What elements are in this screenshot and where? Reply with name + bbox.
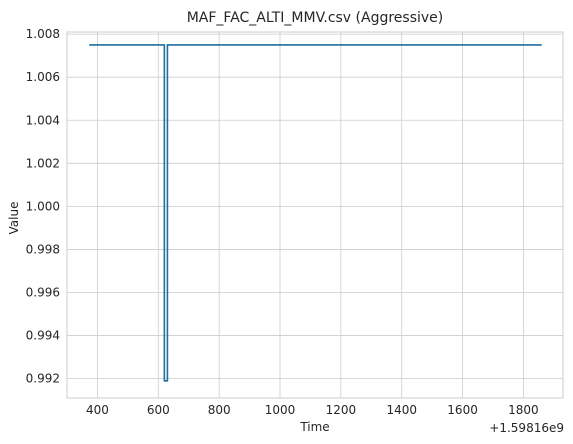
series-line — [89, 44, 542, 382]
x-tick-label: 1400 — [386, 403, 417, 417]
y-tick-label: 0.992 — [26, 372, 60, 386]
y-gridlines — [67, 33, 563, 380]
chart-title: MAF_FAC_ALTI_MMV.csv (Aggressive) — [187, 10, 444, 26]
x-tick-label: 600 — [147, 403, 170, 417]
y-tick-label: 1.008 — [26, 27, 60, 41]
plot-frame — [66, 31, 564, 399]
x-tick-label: 800 — [208, 403, 231, 417]
x-tick-label: 400 — [86, 403, 109, 417]
y-tick-label: 0.996 — [26, 286, 60, 300]
series-group — [89, 44, 542, 382]
y-tick-label: 0.998 — [26, 242, 60, 256]
y-tick-label: 1.000 — [26, 199, 60, 213]
y-tick-label: 1.006 — [26, 70, 60, 84]
y-tick-labels: 0.992 0.994 0.996 0.998 1.000 1.002 1.004 1.006… — [26, 27, 60, 385]
y-tick-label: 1.002 — [26, 156, 60, 170]
x-tick-labels: 400 600 800 1000 1200 1400 1600 1800 — [86, 403, 539, 417]
x-tick-label: 1600 — [447, 403, 478, 417]
x-gridlines — [97, 32, 524, 398]
x-tick-label: 1000 — [265, 403, 296, 417]
x-tick-label: 1800 — [508, 403, 539, 417]
y-tick-label: 1.004 — [26, 113, 60, 127]
x-axis-label: Time — [299, 420, 329, 434]
x-tick-label: 1200 — [326, 403, 357, 417]
y-axis-label: Value — [7, 202, 21, 235]
y-tick-label: 0.994 — [26, 329, 60, 343]
x-axis-offset-label: +1.59816e9 — [489, 421, 564, 435]
